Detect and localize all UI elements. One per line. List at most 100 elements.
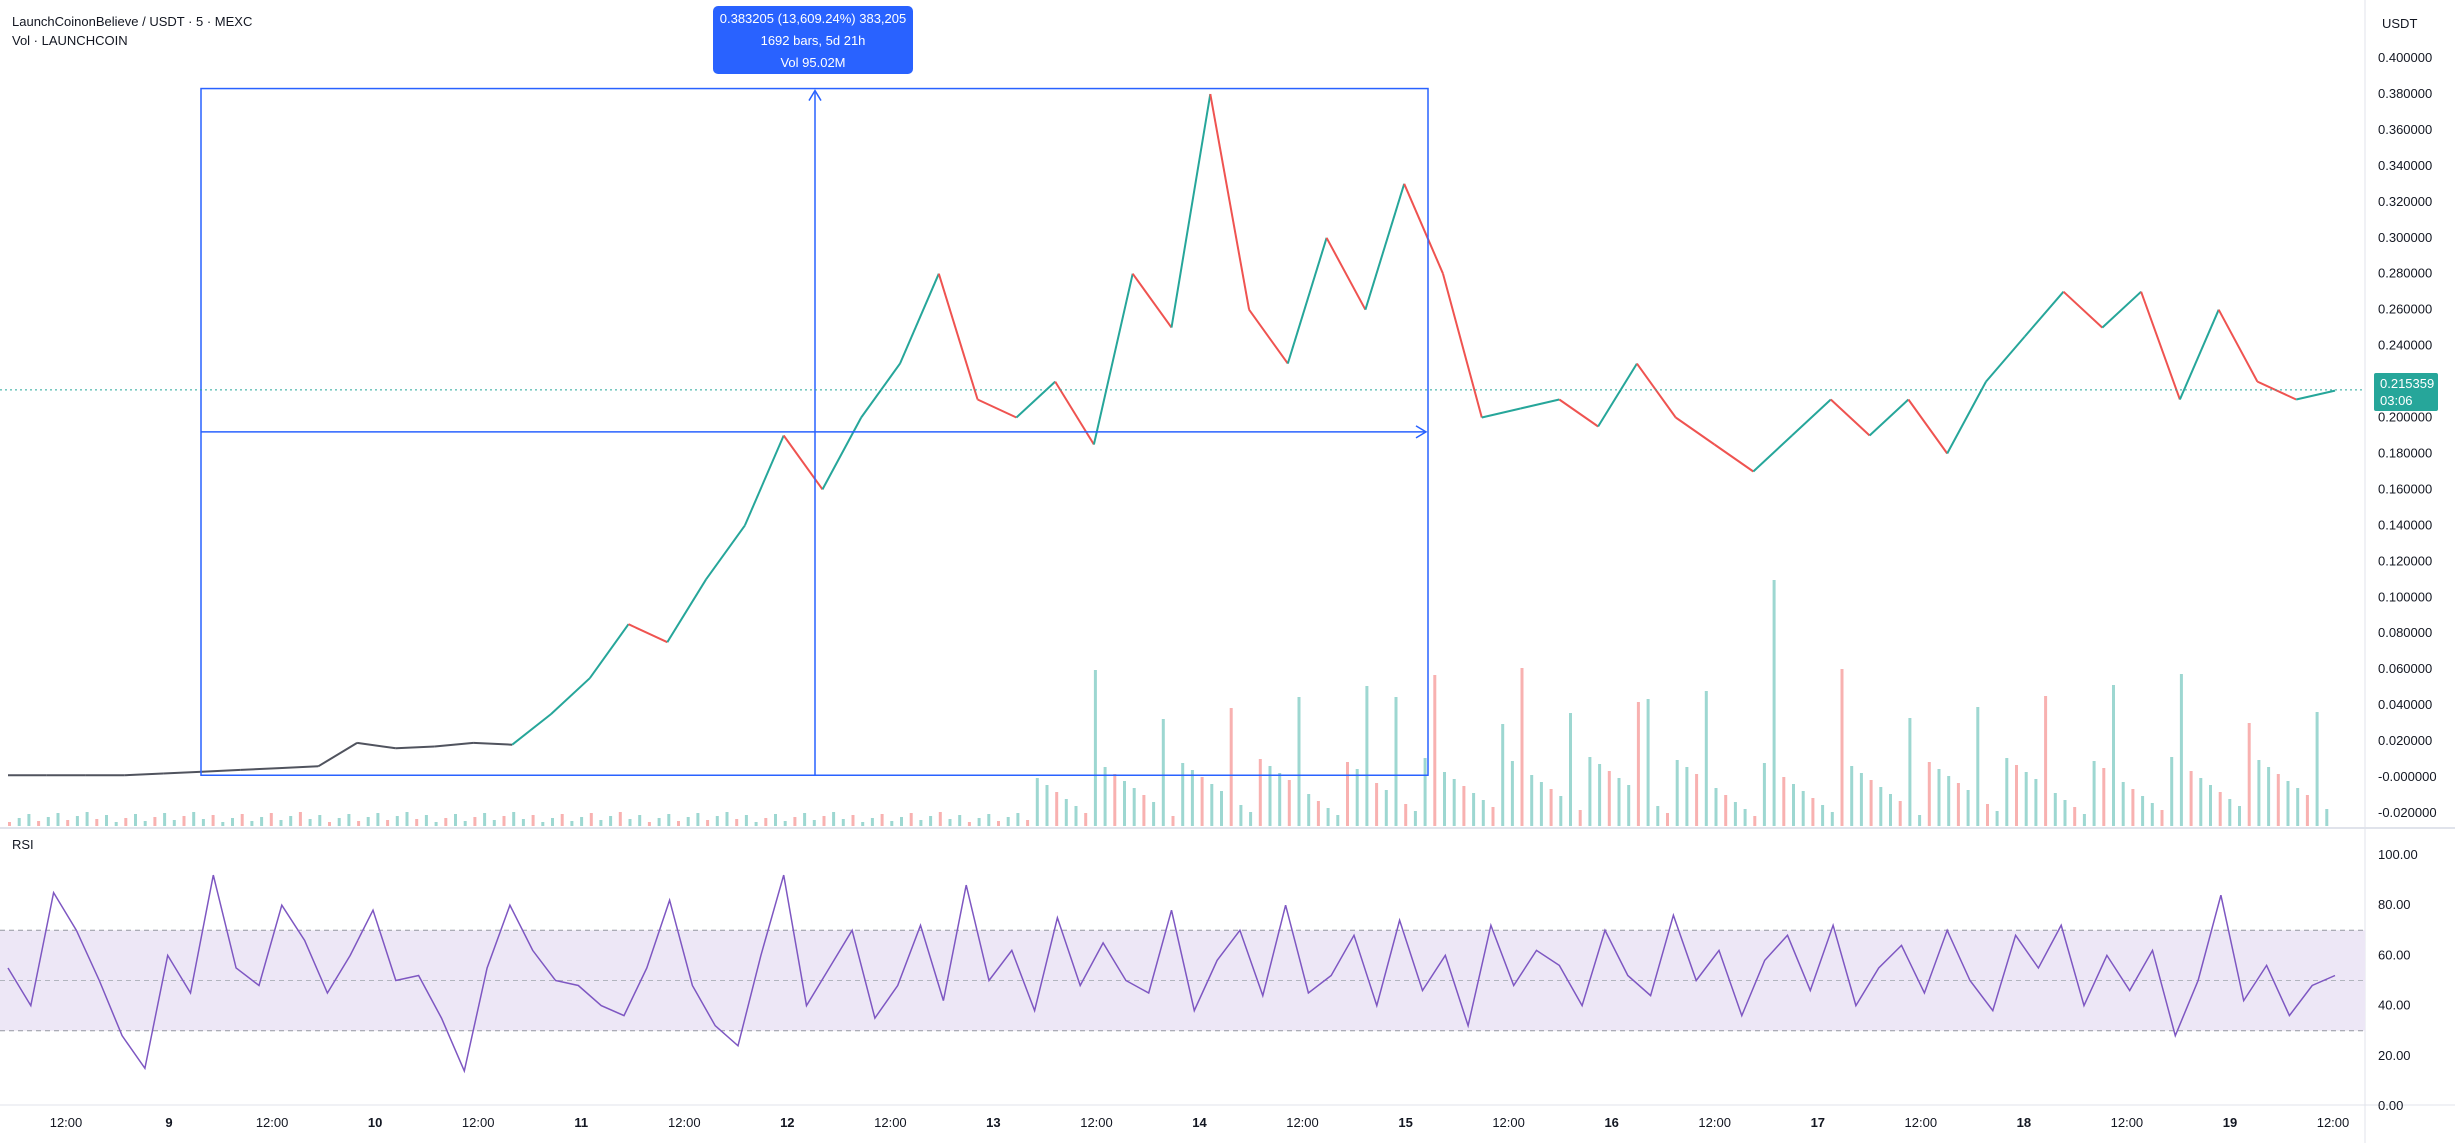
- volume-bar: [444, 818, 448, 826]
- price-segment: [860, 363, 901, 419]
- volume-bar: [1986, 804, 1989, 826]
- time-tick-label: 12:00: [1492, 1115, 1525, 1130]
- volume-bar: [686, 817, 690, 826]
- price-tick-label: 0.300000: [2378, 230, 2432, 245]
- volume-bar: [967, 822, 971, 826]
- volume-bar: [725, 812, 729, 826]
- volume-bar: [1501, 724, 1505, 826]
- price-segment: [1209, 93, 1251, 310]
- volume-bar: [8, 822, 11, 826]
- rsi-tick-label: 20.00: [2378, 1048, 2411, 1063]
- time-tick-label: 13: [986, 1115, 1000, 1130]
- volume-bar: [1365, 686, 1369, 826]
- volume-bar: [1462, 786, 1466, 826]
- volume-legend[interactable]: Vol · LAUNCHCOIN: [12, 33, 128, 48]
- volume-bar: [2063, 800, 2067, 826]
- volume-bar: [1026, 820, 1030, 826]
- volume-bar: [2257, 760, 2261, 826]
- volume-bar: [1792, 784, 1795, 826]
- volume-bar: [105, 815, 108, 826]
- volume-bar: [1152, 802, 1156, 826]
- price-segment: [1868, 398, 1910, 437]
- volume-bar: [1346, 762, 1349, 826]
- measure-tool[interactable]: [200, 87, 1429, 777]
- price-tick-label: -0.020000: [2378, 805, 2437, 820]
- rsi-tick-label: 100.00: [2378, 847, 2418, 862]
- volume-bar: [2112, 685, 2115, 826]
- volume-bar: [1569, 713, 1572, 826]
- volume-bar: [900, 817, 903, 826]
- volume-bar: [424, 815, 428, 826]
- volume-bar: [357, 821, 361, 826]
- volume-bar: [376, 813, 380, 826]
- volume-bar: [1016, 813, 1020, 826]
- price-tick-label: 0.180000: [2378, 445, 2432, 460]
- volume-bar: [1229, 708, 1233, 826]
- volume-bar: [221, 822, 225, 826]
- volume-bar: [1287, 780, 1291, 826]
- volume-bar: [483, 813, 487, 826]
- volume-bar: [1375, 783, 1379, 826]
- volume-bar: [1588, 757, 1592, 826]
- price-pane[interactable]: [0, 0, 2365, 828]
- volume-bar: [260, 817, 264, 826]
- price-segment: [899, 273, 940, 364]
- volume-bar: [27, 814, 31, 826]
- volume-bar: [1937, 769, 1941, 826]
- volume-bar: [647, 822, 651, 826]
- volume-bar: [124, 818, 128, 826]
- price-axis[interactable]: 0.400000 0.380000 0.360000 0.340000 0.320000…: [2378, 50, 2437, 820]
- volume-bar: [473, 817, 477, 826]
- price-segment: [1170, 93, 1212, 328]
- price-segment: [2062, 290, 2103, 329]
- time-axis[interactable]: 12:00 9 12:00 10 12:00 11 12:00 12 12:00 13 12:00 1…: [50, 1115, 2350, 1130]
- volume-bar: [1539, 782, 1543, 826]
- volume-bar: [1869, 780, 1873, 826]
- volume-bar: [153, 817, 157, 826]
- volume-bar: [638, 815, 642, 826]
- price-segment: [743, 435, 785, 526]
- price-series: [8, 93, 2336, 777]
- volume-bar: [2238, 806, 2241, 826]
- volume-bar: [1947, 776, 1951, 826]
- price-segment: [2256, 380, 2297, 401]
- volume-bar: [1714, 788, 1718, 826]
- volume-bar: [1927, 762, 1931, 826]
- measure-change: 0.383205 (13,609.24%) 383,205: [719, 11, 907, 26]
- volume-bar: [551, 818, 554, 826]
- price-segment: [240, 767, 280, 771]
- price-segment: [821, 417, 863, 490]
- volume-bar: [328, 822, 331, 826]
- volume-bar: [657, 818, 661, 826]
- volume-bar: [1559, 796, 1563, 826]
- volume-bar: [1889, 794, 1892, 826]
- volume-bar: [2218, 792, 2222, 826]
- volume-bar: [1549, 789, 1553, 826]
- volume-bar: [1443, 772, 1446, 826]
- volume-bar: [1617, 778, 1621, 826]
- volume-bar: [754, 822, 758, 826]
- price-tick-label: 0.240000: [2378, 338, 2432, 353]
- volume-bar: [851, 815, 855, 826]
- price-segment: [279, 765, 319, 770]
- price-segment: [1442, 273, 1483, 418]
- symbol-legend[interactable]: LaunchCoinonBelieve / USDT · 5 · MEXC: [12, 14, 253, 29]
- rsi-line: [7, 874, 2336, 1074]
- volume-bar: [66, 820, 70, 826]
- volume-bar: [521, 819, 525, 826]
- volume-bar: [1006, 817, 1010, 826]
- volume-bar: [1772, 580, 1776, 826]
- rsi-axis[interactable]: 100.00 80.00 60.00 40.00 20.00 0.00: [2378, 847, 2418, 1113]
- volume-bar: [1976, 707, 1980, 826]
- time-tick-label: 17: [1811, 1115, 1825, 1130]
- volume-bar: [163, 813, 167, 826]
- rsi-legend[interactable]: RSI: [12, 837, 34, 852]
- price-tick-label: 0.080000: [2378, 625, 2432, 640]
- price-segment: [977, 398, 1017, 419]
- volume-bar: [1636, 702, 1640, 826]
- time-tick-label: 12:00: [668, 1115, 701, 1130]
- volume-bar: [1035, 778, 1039, 826]
- volume-bar: [1084, 813, 1088, 826]
